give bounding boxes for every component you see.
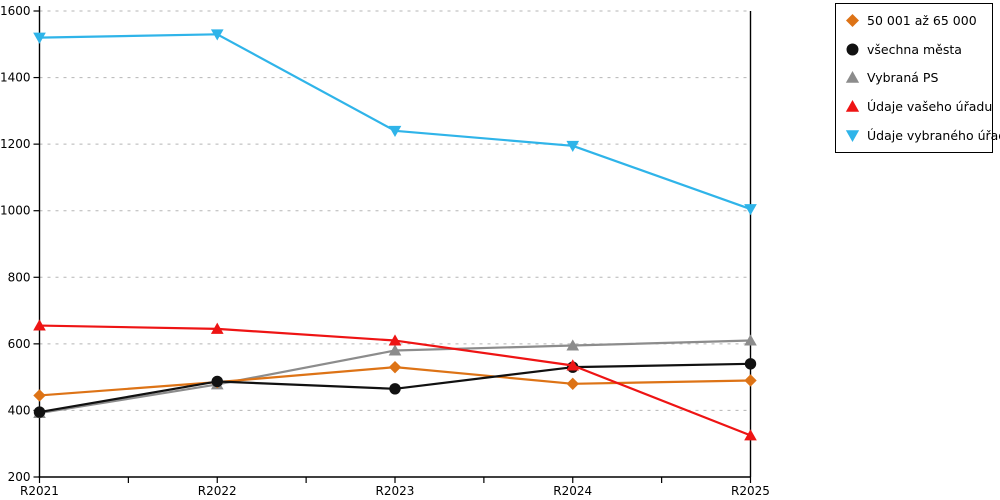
series-line	[38, 33, 752, 211]
data-point-marker	[566, 140, 580, 153]
x-tick-label: R2025	[731, 484, 770, 498]
data-point-marker	[846, 43, 859, 56]
data-point-marker	[566, 359, 580, 371]
data-point-marker	[846, 13, 859, 27]
legend-label: všechna města	[867, 41, 962, 57]
data-point-marker	[388, 334, 402, 346]
diamond-legend-icon	[846, 13, 859, 27]
legend-item: Údaje vašeho úřadu	[845, 93, 992, 121]
data-point-marker	[744, 429, 757, 441]
legend: 50 001 až 65 000 všechna města Vybraná PS Ú…	[835, 3, 1000, 153]
y-tick-label: 1200	[0, 137, 31, 151]
data-point-marker	[33, 32, 46, 44]
data-point-marker	[845, 100, 860, 112]
triangle-up-legend-icon	[845, 71, 860, 84]
data-point-marker	[744, 374, 757, 387]
data-point-marker	[845, 71, 860, 84]
data-point-marker	[33, 406, 46, 418]
data-point-marker	[744, 334, 757, 346]
y-tick-label: 600	[8, 337, 31, 351]
triangle-down-legend-icon	[845, 130, 860, 143]
y-tick-label: 1000	[0, 204, 31, 218]
data-point-marker	[566, 377, 579, 390]
data-point-marker	[33, 389, 46, 402]
legend-item: Údaje vybraného úřadu	[845, 122, 1000, 150]
legend-label: Údaje vybraného úřadu	[867, 128, 1000, 144]
y-tick-label: 200	[8, 470, 31, 484]
x-tick-label: R2023	[376, 484, 415, 498]
x-tick-label: R2022	[198, 484, 237, 498]
y-tick-label: 1400	[0, 71, 31, 85]
y-tick-label: 1600	[0, 4, 31, 18]
data-point-marker	[33, 319, 46, 331]
x-tick-label: R2024	[553, 484, 592, 498]
legend-item: Vybraná PS	[845, 64, 992, 92]
legend-label: Vybraná PS	[867, 70, 939, 86]
x-tick-label: R2021	[20, 484, 59, 498]
y-tick-label: 400	[8, 403, 31, 417]
data-point-marker	[845, 130, 860, 143]
triangle-up-legend-icon	[845, 100, 860, 112]
legend-item: 50 001 až 65 000	[845, 6, 992, 34]
circle-legend-icon	[846, 43, 859, 56]
y-tick-label: 800	[8, 270, 31, 284]
data-point-marker	[388, 125, 402, 138]
data-point-marker	[566, 339, 580, 351]
data-point-marker	[211, 375, 223, 388]
data-point-marker	[744, 204, 757, 216]
data-point-marker	[388, 360, 402, 374]
data-point-marker	[210, 29, 224, 41]
data-point-marker	[744, 358, 757, 370]
legend-label: Údaje vašeho úřadu	[867, 99, 993, 115]
data-point-marker	[388, 344, 402, 356]
legend-label: 50 001 až 65 000	[867, 12, 977, 28]
data-point-marker	[210, 322, 224, 334]
legend-item: všechna města	[845, 35, 992, 63]
data-point-marker	[389, 383, 401, 395]
